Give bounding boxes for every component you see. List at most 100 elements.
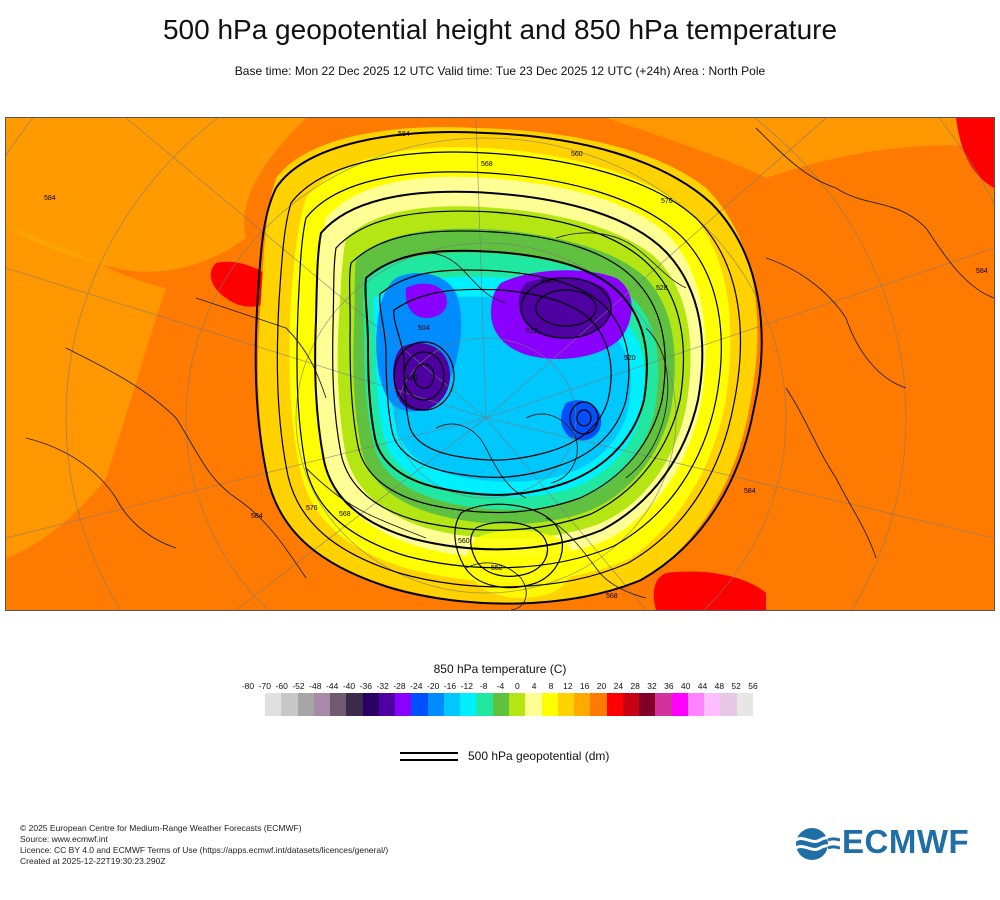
colorbar-tick-label: 28	[630, 681, 640, 691]
colorbar-swatch	[687, 693, 705, 716]
colorbar-swatch	[720, 693, 737, 716]
source-line: Source: www.ecmwf.int	[20, 834, 108, 844]
ecmwf-logo-icon	[795, 828, 841, 860]
colorbar-tick-label: 56	[748, 681, 758, 691]
ecmwf-logo-text: ECMWF	[842, 823, 970, 860]
hot-spot-ne	[956, 118, 994, 188]
contour-label: 584	[976, 268, 988, 275]
colorbar-swatch	[671, 693, 688, 716]
colorbar-swatch	[622, 693, 640, 716]
legend-title: 850 hPa temperature (C)	[433, 662, 567, 676]
contour-legend-lines	[400, 749, 458, 763]
warm-zone-ne	[606, 118, 994, 178]
colorbar-swatch	[411, 693, 428, 716]
colorbar-tick-label: 44	[697, 681, 708, 691]
contour-label: 584	[44, 195, 56, 202]
contour-label: 584	[251, 513, 263, 520]
contour-label: 552	[491, 565, 503, 572]
colorbar-swatch	[606, 693, 623, 716]
contour-label: 568	[606, 593, 618, 600]
colorbar-swatch	[574, 693, 591, 716]
contour-label: 576	[661, 198, 673, 205]
contour-label: 576	[306, 505, 318, 512]
chart-title: 500 hPa geopotential height and 850 hPa …	[162, 14, 838, 45]
chart-subtitle: Base time: Mon 22 Dec 2025 12 UTC Valid …	[234, 64, 766, 78]
contour-label: 496	[541, 278, 553, 285]
colorbar-swatch	[525, 693, 542, 716]
geopotential-contours	[254, 131, 763, 605]
colorbar-swatch	[427, 693, 444, 716]
credits: © 2025 European Centre for Medium-Range …	[20, 823, 388, 867]
colorbar-tick-label: 8	[548, 681, 554, 691]
colorbar-tick-label: 4	[531, 681, 537, 691]
colorbar-swatch	[704, 693, 721, 716]
colorbar-swatch	[460, 693, 477, 716]
colorbar-swatch	[362, 693, 379, 716]
copyright-line: © 2025 European Centre for Medium-Range …	[20, 823, 302, 833]
colorbar-tick-label: 32	[647, 681, 657, 691]
cold-core-n	[518, 277, 612, 339]
ecmwf-logo: ECMWF	[794, 823, 984, 862]
colorbar-tick-label: 48	[714, 681, 725, 691]
colorbar-tick-label: -8	[479, 681, 488, 691]
contour-label: 528	[656, 285, 668, 292]
colorbar-swatch	[297, 693, 314, 716]
colorbar-tick-label: -28	[393, 681, 406, 691]
colorbar-swatch	[346, 693, 363, 716]
contour-labels: 584 584 576 568 560 584 584 568 576 568 …	[44, 131, 988, 600]
contour-legend: 500 hPa geopotential (dm)	[400, 748, 700, 768]
contour-legend-label: 500 hPa geopotential (dm)	[468, 749, 610, 763]
colorbar	[265, 693, 753, 716]
colorbar-swatch	[330, 693, 347, 716]
contour-label: 560	[571, 151, 583, 158]
colorbar-swatch	[395, 693, 412, 716]
colorbar-tick-label: -12	[460, 681, 473, 691]
colorbar-swatch	[736, 693, 753, 716]
contour-label: 568	[481, 161, 493, 168]
colorbar-tick-label: -16	[443, 681, 457, 691]
colorbar-swatch	[508, 693, 526, 716]
colorbar-swatch	[639, 693, 656, 716]
contour-legend-line	[400, 752, 458, 754]
warm-zone-w	[6, 228, 166, 558]
colorbar-tick-label: -48	[309, 681, 322, 691]
colorbar-tick-label: -70	[258, 681, 271, 691]
contour-label: 480	[406, 375, 418, 382]
colorbar-tick-label: 52	[731, 681, 741, 691]
warm-zone-nw	[6, 118, 306, 272]
colorbar-swatch	[492, 693, 509, 716]
contour-label: 512	[526, 328, 538, 335]
colorbar-swatch	[443, 693, 461, 716]
colorbar-swatch	[590, 693, 607, 716]
colorbar-tick-label: -20	[427, 681, 440, 691]
colorbar-tick-label: -52	[292, 681, 305, 691]
created-line: Created at 2025-12-22T19:30:23.290Z	[20, 856, 166, 866]
colorbar-tick-label: 20	[596, 681, 607, 691]
colorbar-tick-label: -80	[241, 681, 255, 691]
colorbar-tick-label: 40	[680, 681, 691, 691]
colorbar-swatch	[265, 693, 282, 716]
colorbar-swatch	[557, 693, 575, 716]
licence-line: Licence: CC BY 4.0 and ECMWF Terms of Us…	[20, 845, 389, 855]
colorbar-tick-label: -36	[359, 681, 372, 691]
colorbar-tick-label: -40	[342, 681, 356, 691]
colorbar-swatch	[655, 693, 672, 716]
hot-spot-s	[653, 571, 766, 610]
map-panel: 584 584 576 568 560 584 584 568 576 568 …	[5, 117, 995, 611]
contour-label: 584	[398, 131, 410, 138]
colorbar-swatch	[281, 693, 298, 716]
colorbar-tick-label: -24	[410, 681, 423, 691]
colorbar-tick-label: 0	[514, 681, 520, 691]
colorbar-tick-label: 12	[563, 681, 573, 691]
colorbar-swatch	[378, 693, 396, 716]
colorbar-tick-label: -60	[275, 681, 288, 691]
contour-label: 584	[744, 488, 756, 495]
contour-label: 504	[418, 325, 430, 332]
colorbar-tick-label: 36	[664, 681, 674, 691]
colorbar-swatch	[476, 693, 493, 716]
colorbar-tick-label: -32	[376, 681, 389, 691]
colorbar-ticks: -80 -70 -60 -52 -48 -44 -40 -36 -32 -28 -24 -20 -16-…	[0, 681, 1000, 695]
colorbar-tick-label: 24	[613, 681, 624, 691]
colorbar-tick-label: -4	[496, 681, 505, 691]
contour-legend-line	[400, 759, 458, 761]
